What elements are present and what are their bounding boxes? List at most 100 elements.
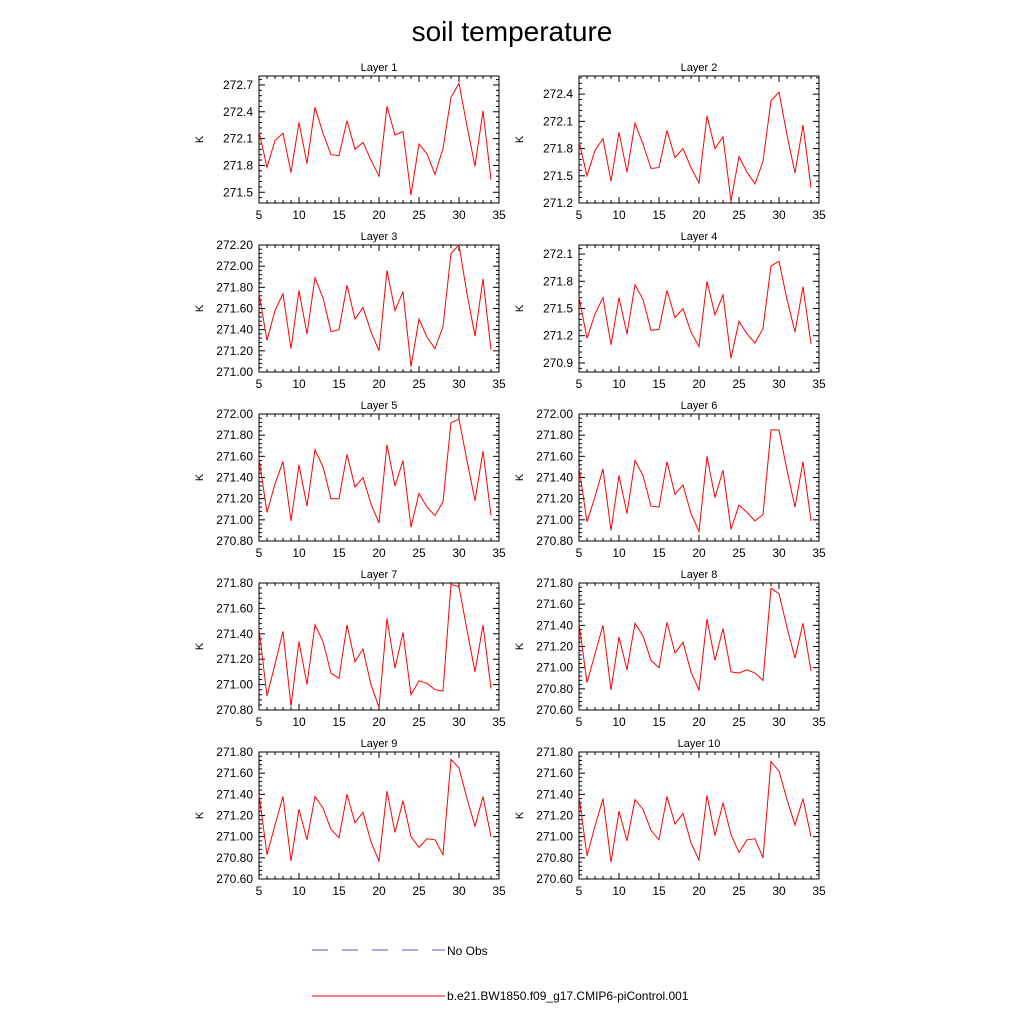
x-tick-label: 25 [412,884,426,898]
x-tick-label: 20 [372,377,386,391]
y-tick-label: 271.40 [536,787,573,801]
series-line [578,587,812,692]
y-tick-label: 271.40 [216,627,253,641]
x-tick-label: 25 [412,715,426,729]
panel-title: Layer 9 [361,738,398,750]
chart-panel-5: Layer 5 K 5 10 15 20 25 30 35 270.80 271.00 271.20 2… [194,400,506,560]
x-tick-label: 5 [576,546,583,560]
x-tick-label: 30 [772,546,786,560]
y-tick-label: 271.40 [536,471,573,485]
chart-panel-6: Layer 6 K 5 10 15 20 25 30 35 270.80 271.00 271.20 2… [514,400,826,560]
chart-panel-2: Layer 2 K 5 10 15 20 25 30 35 271.2 271.5 271.8 272.… [514,62,826,222]
x-tick-label: 5 [576,715,583,729]
y-tick-label: 270.60 [536,872,573,886]
y-tick-label: 271.80 [216,576,253,590]
y-tick-label: 272.4 [543,87,573,101]
chart-panel-4: Layer 4 K 5 10 15 20 25 30 35 270.9 271.2 271.5 271.… [514,231,826,391]
y-tick-label: 271.2 [543,196,573,210]
y-tick-label: 270.60 [216,872,253,886]
panel-title: Layer 6 [681,400,718,412]
y-tick-label: 272.00 [216,259,253,273]
plot-frame [578,413,820,542]
y-tick-label: 271.60 [216,449,253,463]
y-tick-label: 270.80 [536,851,573,865]
panel-title: Layer 7 [361,569,398,581]
plot-frame [258,75,500,204]
x-tick-label: 25 [732,377,746,391]
series-line [258,81,492,196]
x-tick-label: 35 [812,715,826,729]
x-tick-label: 15 [332,546,346,560]
x-tick-label: 35 [812,208,826,222]
y-axis-label: K [514,642,526,650]
x-tick-label: 20 [692,546,706,560]
x-tick-label: 25 [412,208,426,222]
y-axis-label: K [194,811,206,819]
x-tick-label: 10 [612,546,626,560]
x-tick-label: 20 [692,208,706,222]
y-tick-label: 271.20 [536,492,573,506]
y-tick-label: 272.4 [223,105,253,119]
x-tick-label: 15 [652,377,666,391]
series-line [258,243,492,367]
y-tick-label: 271.00 [536,830,573,844]
chart-panel-10: Layer 10 K 5 10 15 20 25 30 35 270.60 270.80 271.00… [514,738,826,898]
y-tick-label: 271.60 [216,766,253,780]
y-tick-label: 272.7 [223,78,253,92]
x-tick-label: 15 [652,208,666,222]
y-tick-label: 271.80 [216,428,253,442]
y-tick-label: 272.1 [543,114,573,128]
y-tick-label: 271.60 [536,449,573,463]
y-tick-label: 271.40 [216,471,253,485]
y-tick-label: 270.9 [543,356,573,370]
y-tick-label: 271.8 [543,274,573,288]
chart-panel-1: Layer 1 K 5 10 15 20 25 30 35 271.5 271.8 272.1 272.… [194,62,506,222]
x-tick-label: 25 [732,715,746,729]
y-tick-label: 271.5 [543,302,573,316]
plot-frame [578,244,820,373]
x-tick-label: 5 [576,208,583,222]
y-tick-label: 271.60 [536,766,573,780]
y-tick-label: 271.00 [216,830,253,844]
x-tick-label: 35 [492,377,506,391]
y-tick-label: 271.20 [216,652,253,666]
x-tick-label: 15 [652,546,666,560]
y-axis-label: K [194,473,206,481]
y-tick-label: 270.80 [216,534,253,548]
legend-label-model: b.e21.BW1850.f09_g17.CMIP6-piControl.001 [447,989,689,1003]
panels: Layer 1 K 5 10 15 20 25 30 35 271.5 271.8 272.1 272.… [194,62,826,898]
x-tick-label: 15 [652,715,666,729]
y-tick-label: 270.80 [536,534,573,548]
series-line [578,429,812,534]
x-tick-label: 10 [292,208,306,222]
x-tick-label: 5 [576,377,583,391]
x-tick-label: 15 [332,884,346,898]
chart-panel-3: Layer 3 K 5 10 15 20 25 30 35 271.00 271.20 271.40 2… [194,231,506,391]
x-tick-label: 20 [692,377,706,391]
x-tick-label: 25 [412,546,426,560]
x-tick-label: 35 [492,208,506,222]
x-tick-label: 20 [372,546,386,560]
y-tick-label: 271.2 [543,329,573,343]
y-tick-label: 270.80 [536,682,573,696]
y-tick-label: 271.80 [216,280,253,294]
x-tick-label: 30 [452,884,466,898]
y-tick-label: 271.60 [216,601,253,615]
series-line [258,758,492,863]
y-tick-label: 271.40 [536,618,573,632]
x-tick-label: 10 [612,377,626,391]
x-tick-label: 10 [292,377,306,391]
x-tick-label: 15 [652,884,666,898]
series-line [578,260,812,359]
y-tick-label: 272.1 [223,132,253,146]
y-tick-label: 271.40 [216,787,253,801]
y-tick-label: 271.8 [543,142,573,156]
y-tick-label: 271.20 [216,492,253,506]
y-tick-label: 271.60 [216,302,253,316]
y-axis-label: K [514,473,526,481]
x-tick-label: 25 [732,884,746,898]
x-tick-label: 30 [772,208,786,222]
y-tick-label: 272.00 [216,407,253,421]
y-tick-label: 271.00 [216,678,253,692]
x-tick-label: 35 [492,715,506,729]
